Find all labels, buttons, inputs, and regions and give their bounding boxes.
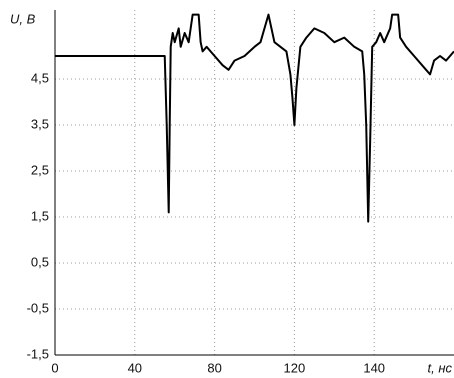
y-tick-label: 1,5 [31,208,49,223]
y-tick-label: -1,5 [27,346,49,361]
y-tick-label: 3,5 [31,116,49,131]
x-axis-label: t, нс [428,360,453,375]
data-line [55,13,454,223]
x-tick-label: 120 [284,360,306,375]
y-axis-label: U, В [10,11,36,26]
x-tick-label: 0 [51,360,58,375]
x-tick-label: 40 [128,360,142,375]
y-tick-label: 4,5 [31,70,49,85]
x-tick-label: 140 [363,360,385,375]
y-tick-label: -0,5 [27,300,49,315]
x-tick-label: 80 [207,360,221,375]
y-tick-label: 2,5 [31,162,49,177]
y-tick-label: 0,5 [31,254,49,269]
